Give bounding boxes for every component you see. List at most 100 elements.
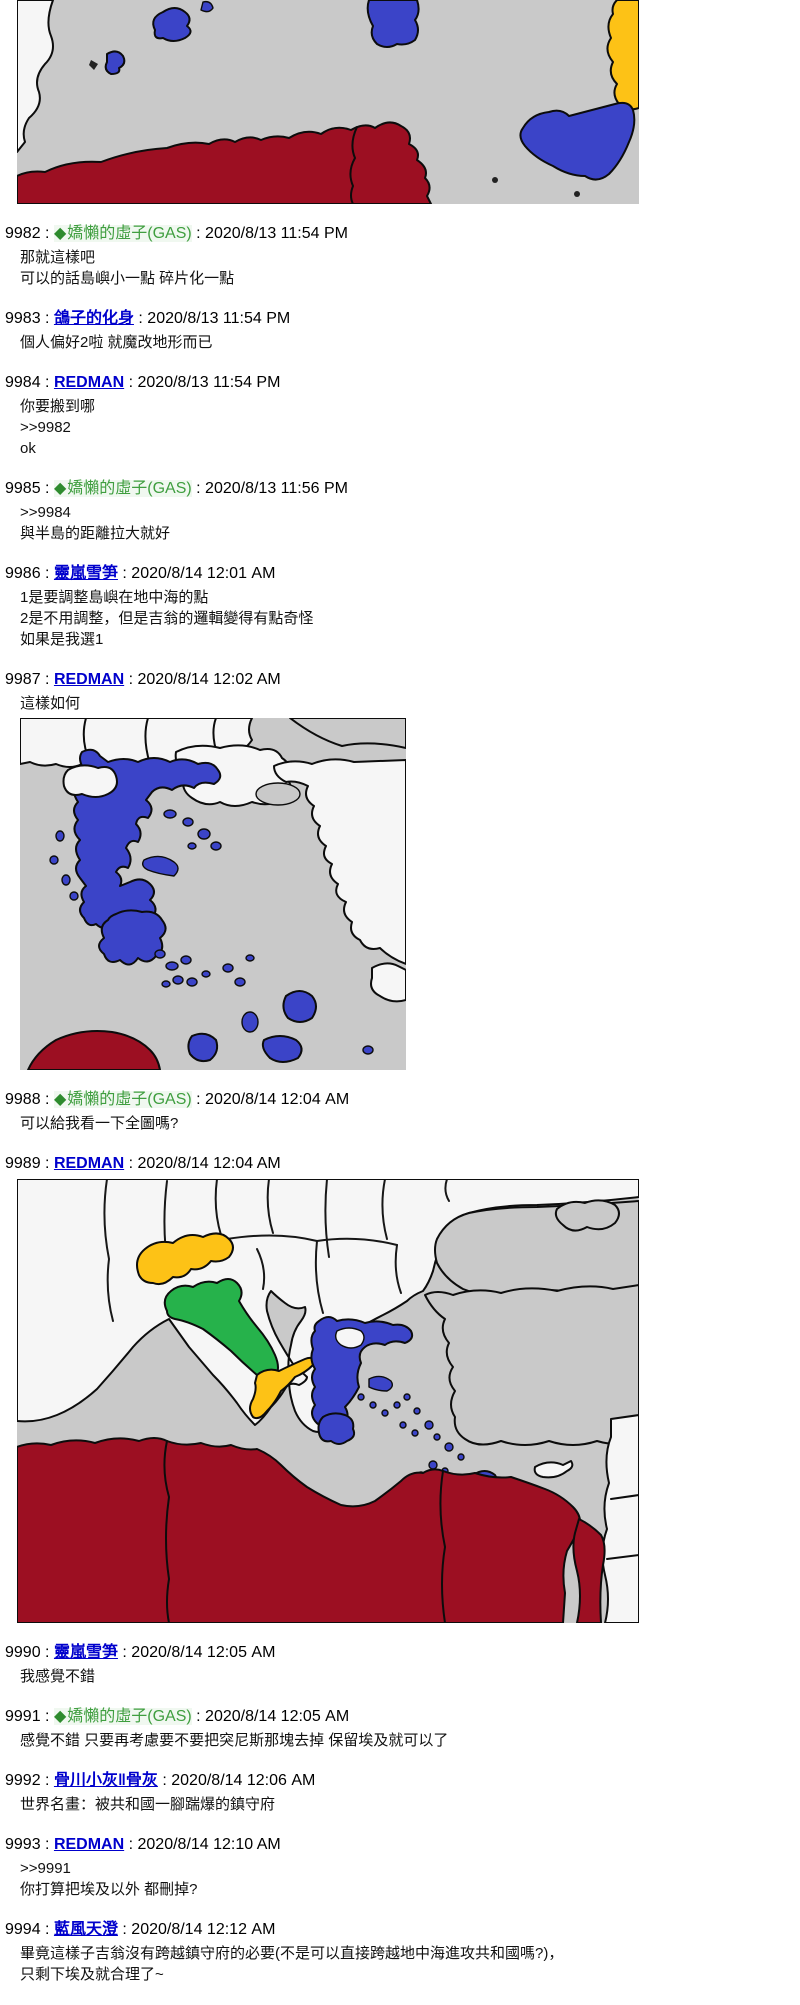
post-text-line: 如果是我選1 — [20, 631, 104, 648]
post-body: 你要搬到哪 >>9982 ok — [20, 396, 800, 459]
post-text-line: 畢竟這樣子吉翁沒有跨越鎮守府的必要(不是可以直接跨越地中海進攻共和國嗎?)， — [20, 1945, 564, 1962]
post-time: 2020/8/14 12:05 AM — [131, 1644, 276, 1661]
post-text-line: 2是不用調整，但是吉翁的邏輯變得有點奇怪 — [20, 610, 314, 627]
post-body: >>9984 與半島的距離拉大就好 — [20, 502, 800, 544]
author-link[interactable]: REDMAN — [53, 671, 125, 688]
author-link[interactable]: 鴿子的化身 — [53, 310, 134, 327]
post-text-line: 可以的話島嶼小一點 碎片化一點 — [20, 270, 235, 287]
quote-link: >>9991 — [20, 1860, 71, 1877]
post: 9982 : ◆嬌懶的虛子(GAS) : 2020/8/13 11:54 PM … — [0, 223, 800, 289]
mediterranean-full-map[interactable] — [16, 1178, 640, 1624]
post-header: 9987 : REDMAN : 2020/8/14 12:02 AM — [5, 671, 281, 688]
post-body: 個人偏好2啦 就魔改地形而已 — [20, 332, 800, 353]
post-text-line: 個人偏好2啦 就魔改地形而已 — [20, 334, 213, 351]
author-link[interactable]: REDMAN — [53, 1836, 125, 1853]
post: 9987 : REDMAN : 2020/8/14 12:02 AM 這樣如何 — [0, 669, 800, 1071]
post-number: 9992 — [5, 1772, 41, 1789]
author-name: ◆嬌懶的虛子(GAS) — [53, 1091, 192, 1108]
post-number: 9982 — [5, 225, 41, 242]
post: 9984 : REDMAN : 2020/8/13 11:54 PM 你要搬到哪… — [0, 372, 800, 459]
quote-link: >>9982 — [20, 419, 71, 436]
post-body: >>9991 你打算把埃及以外 都刪掉? — [20, 1858, 800, 1900]
diamond-icon: ◆ — [53, 480, 67, 497]
post-header: 9991 : ◆嬌懶的虛子(GAS) : 2020/8/14 12:05 AM — [5, 1708, 350, 1725]
post: 9983 : 鴿子的化身 : 2020/8/13 11:54 PM 個人偏好2啦… — [0, 308, 800, 353]
post-text-line: 我感覺不錯 — [20, 1668, 96, 1685]
post-time: 2020/8/14 12:02 AM — [137, 671, 281, 688]
post-header: 9985 : ◆嬌懶的虛子(GAS) : 2020/8/13 11:56 PM — [5, 480, 348, 497]
post: 9988 : ◆嬌懶的虛子(GAS) : 2020/8/14 12:04 AM … — [0, 1089, 800, 1134]
post-number: 9994 — [5, 1921, 41, 1938]
full-map-image[interactable] — [16, 1178, 800, 1624]
post-time: 2020/8/13 11:56 PM — [205, 480, 348, 497]
author-name: ◆嬌懶的虛子(GAS) — [53, 1708, 192, 1725]
post-number: 9983 — [5, 310, 41, 327]
post: 9992 : 骨川小灰‖骨灰 : 2020/8/14 12:06 AM 世界名畫… — [0, 1770, 800, 1815]
post-time: 2020/8/14 12:04 AM — [205, 1091, 350, 1108]
western-mediterranean-map[interactable] — [16, 0, 640, 205]
post-text-line: ok — [20, 440, 36, 457]
post-header: 9983 : 鴿子的化身 : 2020/8/13 11:54 PM — [5, 310, 291, 327]
post-time: 2020/8/14 12:06 AM — [171, 1772, 316, 1789]
diamond-icon: ◆ — [53, 1091, 67, 1108]
post-body: 1是要調整島嶼在地中海的點 2是不用調整，但是吉翁的邏輯變得有點奇怪 如果是我選… — [20, 587, 800, 650]
post-number: 9984 — [5, 374, 41, 391]
post-time: 2020/8/14 12:04 AM — [137, 1155, 281, 1172]
post-body: 感覺不錯 只要再考慮要不要把突尼斯那塊去掉 保留埃及就可以了 — [20, 1730, 800, 1751]
post-header: 9982 : ◆嬌懶的虛子(GAS) : 2020/8/13 11:54 PM — [5, 225, 348, 242]
post: 9985 : ◆嬌懶的虛子(GAS) : 2020/8/13 11:56 PM … — [0, 478, 800, 544]
post-text-line: 1是要調整島嶼在地中海的點 — [20, 589, 209, 606]
post-header: 9989 : REDMAN : 2020/8/14 12:04 AM — [5, 1155, 281, 1172]
post-time: 2020/8/14 12:01 AM — [131, 565, 276, 582]
post-time: 2020/8/14 12:12 AM — [131, 1921, 276, 1938]
diamond-icon: ◆ — [53, 225, 67, 242]
post: 9993 : REDMAN : 2020/8/14 12:10 AM >>999… — [0, 1834, 800, 1900]
post-body: 畢竟這樣子吉翁沒有跨越鎮守府的必要(不是可以直接跨越地中海進攻共和國嗎?)， 只… — [20, 1943, 800, 1985]
post-number: 9987 — [5, 671, 41, 688]
post-header: 9990 : 靈嵐雪笋 : 2020/8/14 12:05 AM — [5, 1644, 276, 1661]
post-text-line: 你打算把埃及以外 都刪掉? — [20, 1881, 198, 1898]
post-text-line: 與半島的距離拉大就好 — [20, 525, 171, 542]
post-header: 9994 : 藍風天澄 : 2020/8/14 12:12 AM — [5, 1921, 276, 1938]
post-number: 9988 — [5, 1091, 41, 1108]
post-header: 9984 : REDMAN : 2020/8/13 11:54 PM — [5, 374, 281, 391]
post-header: 9993 : REDMAN : 2020/8/14 12:10 AM — [5, 1836, 281, 1853]
post-number: 9985 — [5, 480, 41, 497]
author-link[interactable]: REDMAN — [53, 374, 125, 391]
post-number: 9991 — [5, 1708, 41, 1725]
greece-map-image[interactable] — [19, 717, 800, 1071]
post-body: 那就這樣吧 可以的話島嶼小一點 碎片化一點 — [20, 247, 800, 289]
author-link[interactable]: 藍風天澄 — [53, 1921, 118, 1938]
post-time: 2020/8/14 12:10 AM — [137, 1836, 281, 1853]
post: 9994 : 藍風天澄 : 2020/8/14 12:12 AM 畢竟這樣子吉翁… — [0, 1919, 800, 1985]
post-text-line: 感覺不錯 只要再考慮要不要把突尼斯那塊去掉 保留埃及就可以了 — [20, 1732, 449, 1749]
post-body: 我感覺不錯 — [20, 1666, 800, 1687]
post-text-line: 那就這樣吧 — [20, 249, 96, 266]
post-number: 9986 — [5, 565, 41, 582]
post: 9986 : 靈嵐雪笋 : 2020/8/14 12:01 AM 1是要調整島嶼… — [0, 563, 800, 650]
post-body: 這樣如何 — [19, 693, 800, 1071]
post: 9990 : 靈嵐雪笋 : 2020/8/14 12:05 AM 我感覺不錯 — [0, 1642, 800, 1687]
author-link[interactable]: REDMAN — [53, 1155, 125, 1172]
author-link[interactable]: 靈嵐雪笋 — [53, 565, 118, 582]
post-text-line: 只剩下埃及就合理了~ — [20, 1966, 164, 1983]
post-body: 世界名畫：被共和國一腳踹爆的鎮守府 — [20, 1794, 800, 1815]
post: 9991 : ◆嬌懶的虛子(GAS) : 2020/8/14 12:05 AM … — [0, 1706, 800, 1751]
post-text-line: 這樣如何 — [20, 695, 81, 712]
aegean-greece-map[interactable] — [19, 717, 407, 1071]
post-text-line: 世界名畫：被共和國一腳踹爆的鎮守府 — [20, 1796, 276, 1813]
author-name: ◆嬌懶的虛子(GAS) — [53, 225, 192, 242]
post-number: 9990 — [5, 1644, 41, 1661]
post-body: 可以給我看一下全圖嗎? — [20, 1113, 800, 1134]
author-link[interactable]: 靈嵐雪笋 — [53, 1644, 118, 1661]
post-text-line: 可以給我看一下全圖嗎? — [20, 1115, 179, 1132]
top-map-image[interactable] — [16, 0, 800, 205]
post-header: 9988 : ◆嬌懶的虛子(GAS) : 2020/8/14 12:04 AM — [5, 1091, 350, 1108]
post-time: 2020/8/13 11:54 PM — [137, 374, 281, 391]
post-time: 2020/8/13 11:54 PM — [205, 225, 348, 242]
post-header: 9992 : 骨川小灰‖骨灰 : 2020/8/14 12:06 AM — [5, 1772, 316, 1789]
author-name: ◆嬌懶的虛子(GAS) — [53, 480, 192, 497]
post-time: 2020/8/13 11:54 PM — [147, 310, 291, 327]
separator: : — [40, 225, 54, 242]
author-link[interactable]: 骨川小灰‖骨灰 — [53, 1772, 158, 1789]
